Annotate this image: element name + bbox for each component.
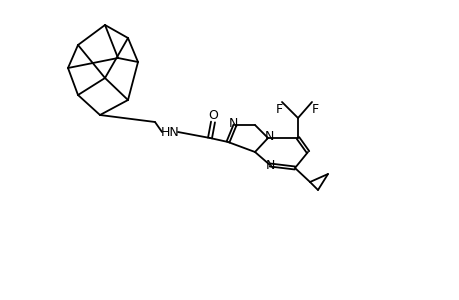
Text: N: N	[265, 158, 274, 172]
Text: F: F	[275, 103, 282, 116]
Text: N: N	[228, 116, 237, 130]
Text: F: F	[311, 103, 318, 116]
Text: N: N	[264, 130, 273, 142]
Text: HN: HN	[160, 125, 179, 139]
Text: O: O	[207, 109, 218, 122]
